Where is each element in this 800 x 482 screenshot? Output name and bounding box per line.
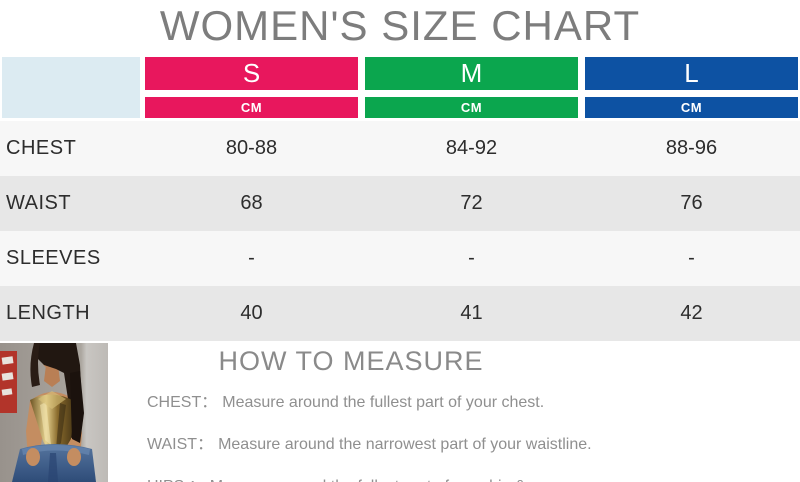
measure-text-chest: Measure around the fullest part of your … [222, 394, 545, 411]
measure-line-waist: WAIST： Measure around the narrowest part … [120, 430, 592, 454]
cell-length-s: 40 [240, 302, 263, 324]
measure-label-chest: CHEST： [147, 394, 218, 411]
cell-waist-l: 76 [680, 192, 703, 214]
unit-cell-l: CM [585, 97, 798, 118]
model-figure [12, 343, 96, 482]
size-header-m: M [365, 57, 578, 90]
measure-text-waist: Measure around the narrowest part of you… [218, 436, 592, 453]
cell-length-m: 41 [460, 302, 483, 324]
row-label-length: LENGTH [6, 302, 91, 324]
table-row-waist: WAIST 68 72 76 [0, 176, 800, 231]
product-photo-illustration [0, 343, 108, 482]
unit-cell-s: CM [145, 97, 358, 118]
red-sign [0, 351, 17, 413]
cell-waist-s: 68 [240, 192, 263, 214]
page-title: WOMEN'S SIZE CHART [159, 2, 641, 49]
measure-text-hips: Measure around the fullest part of your … [210, 478, 562, 482]
measure-label-hips: HIPS ： [147, 478, 205, 482]
row-label-sleeves: SLEEVES [6, 247, 101, 269]
cell-chest-l: 88-96 [665, 137, 718, 159]
how-to-measure-heading: HOW TO MEASURE [218, 346, 484, 376]
product-photo [0, 343, 108, 482]
table-row-chest: CHEST 80-88 84-92 88-96 [0, 121, 800, 176]
row-label-chest: CHEST [6, 137, 77, 159]
cell-sleeves-l: - [688, 247, 695, 269]
measure-line-hips: HIPS ： Measure around the fullest part of… [120, 472, 582, 482]
table-row-sleeves: SLEEVES - - - [0, 231, 800, 286]
cell-chest-s: 80-88 [225, 137, 278, 159]
size-header-s: S [145, 57, 358, 90]
cell-sleeves-s: - [248, 247, 255, 269]
cell-chest-m: 84-92 [445, 137, 498, 159]
table-row-length: LENGTH 40 41 42 [0, 286, 800, 341]
header-corner-cell [2, 57, 140, 118]
unit-cell-m: CM [365, 97, 578, 118]
measure-label-waist: WAIST： [147, 436, 214, 453]
measure-line-chest: CHEST： Measure around the fullest part of… [120, 388, 582, 412]
row-label-waist: WAIST [6, 192, 72, 214]
size-header-l: L [585, 57, 798, 90]
cell-sleeves-m: - [468, 247, 475, 269]
how-to-measure-section: HOW TO MEASURE CHEST： Measure around the … [120, 346, 592, 482]
cell-waist-m: 72 [460, 192, 483, 214]
cell-length-l: 42 [680, 302, 703, 324]
